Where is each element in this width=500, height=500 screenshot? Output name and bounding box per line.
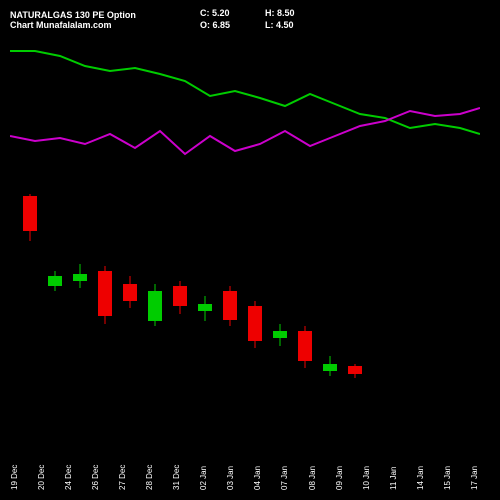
x-tick-label: 20 Dec: [37, 430, 47, 490]
x-tick-label: 09 Jan: [335, 430, 345, 490]
x-tick-label: 11 Jan: [389, 430, 399, 490]
candle-body: [98, 271, 112, 316]
candle-body: [48, 276, 62, 286]
candle-body: [198, 304, 212, 311]
x-tick-label: 17 Jan: [470, 430, 480, 490]
indicator-line-2: [10, 108, 480, 154]
candle-body: [248, 306, 262, 341]
x-tick-label: 26 Dec: [91, 430, 101, 490]
candle-body: [323, 364, 337, 371]
x-tick-label: 07 Jan: [280, 430, 290, 490]
x-tick-label: 15 Jan: [443, 430, 453, 490]
lines-svg: [10, 36, 480, 176]
ohlc-readout: C: 5.20 O: 6.85 H: 8.50 L: 4.50: [200, 8, 295, 30]
x-tick-label: 14 Jan: [416, 430, 426, 490]
x-tick-label: 24 Dec: [64, 430, 74, 490]
candle-body: [173, 286, 187, 306]
high-value: H: 8.50: [265, 8, 295, 18]
low-value: L: 4.50: [265, 20, 295, 30]
candle-body: [23, 196, 37, 231]
candlestick-panel: [10, 176, 480, 420]
x-tick-label: 28 Dec: [145, 430, 155, 490]
candle-body: [123, 284, 137, 301]
candle-body: [223, 291, 237, 320]
chart-area: [10, 36, 480, 420]
x-tick-label: 04 Jan: [253, 430, 263, 490]
x-tick-label: 03 Jan: [226, 430, 236, 490]
x-tick-label: 08 Jan: [308, 430, 318, 490]
candle-body: [148, 291, 162, 321]
candle-svg: [10, 176, 480, 416]
x-tick-label: 19 Dec: [10, 430, 20, 490]
candle-body: [273, 331, 287, 338]
chart-header: NATURALGAS 130 PE Option Chart Munafalal…: [10, 8, 490, 30]
candle-body: [348, 366, 362, 374]
indicator-lines-panel: [10, 36, 480, 176]
x-tick-label: 31 Dec: [172, 430, 182, 490]
x-axis-labels: 19 Dec 20 Dec 24 Dec 26 Dec 27 Dec 28 Dec 31 D…: [10, 430, 480, 490]
indicator-line-1: [10, 51, 480, 134]
x-tick-label: 27 Dec: [118, 430, 128, 490]
x-tick-label: 10 Jan: [362, 430, 372, 490]
open-value: O: 6.85: [200, 20, 230, 30]
x-tick-label: 02 Jan: [199, 430, 209, 490]
chart-title: NATURALGAS 130 PE Option Chart Munafalal…: [10, 8, 160, 30]
candle-body: [298, 331, 312, 361]
close-value: C: 5.20: [200, 8, 230, 18]
candle-body: [73, 274, 87, 281]
